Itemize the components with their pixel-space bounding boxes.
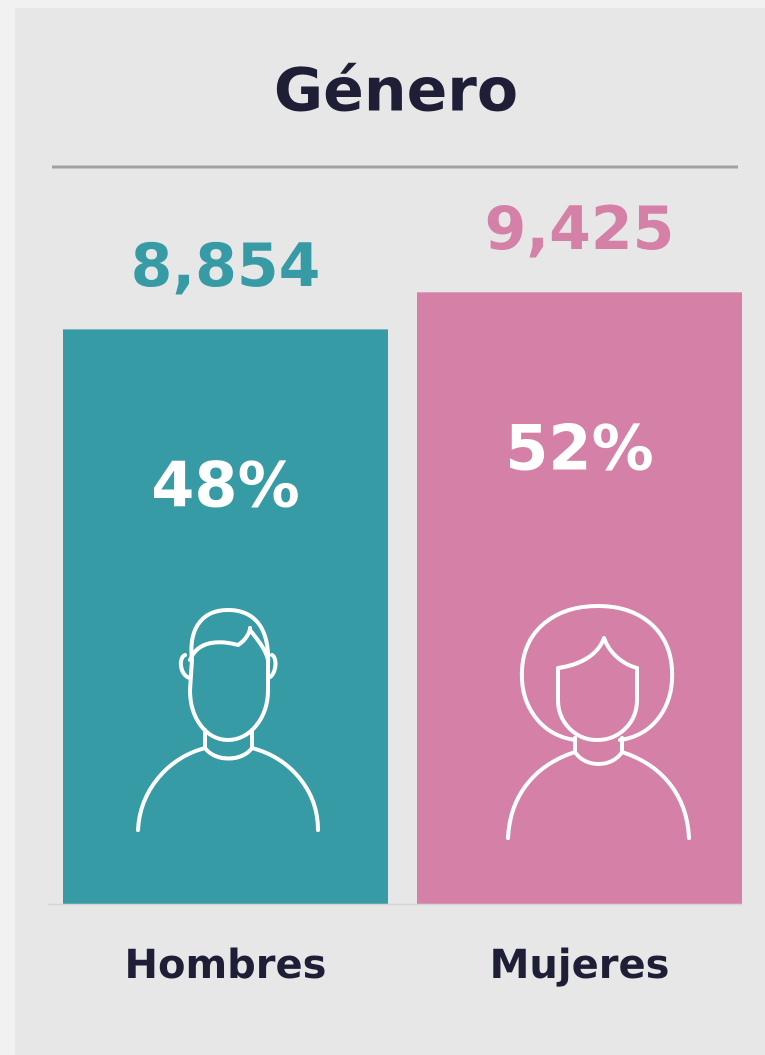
bar [417, 292, 742, 904]
man-icon [136, 608, 320, 832]
value-label: 8,854 [131, 231, 321, 301]
category-label: Hombres [125, 942, 327, 988]
value-label: 9,425 [485, 194, 675, 264]
bar [63, 329, 388, 905]
chart-title: Género [274, 56, 518, 126]
bars [63, 292, 742, 905]
woman-icon [506, 604, 691, 840]
category-label: Mujeres [490, 942, 670, 988]
share-label: 52% [505, 411, 653, 484]
share-label: 48% [151, 448, 299, 521]
